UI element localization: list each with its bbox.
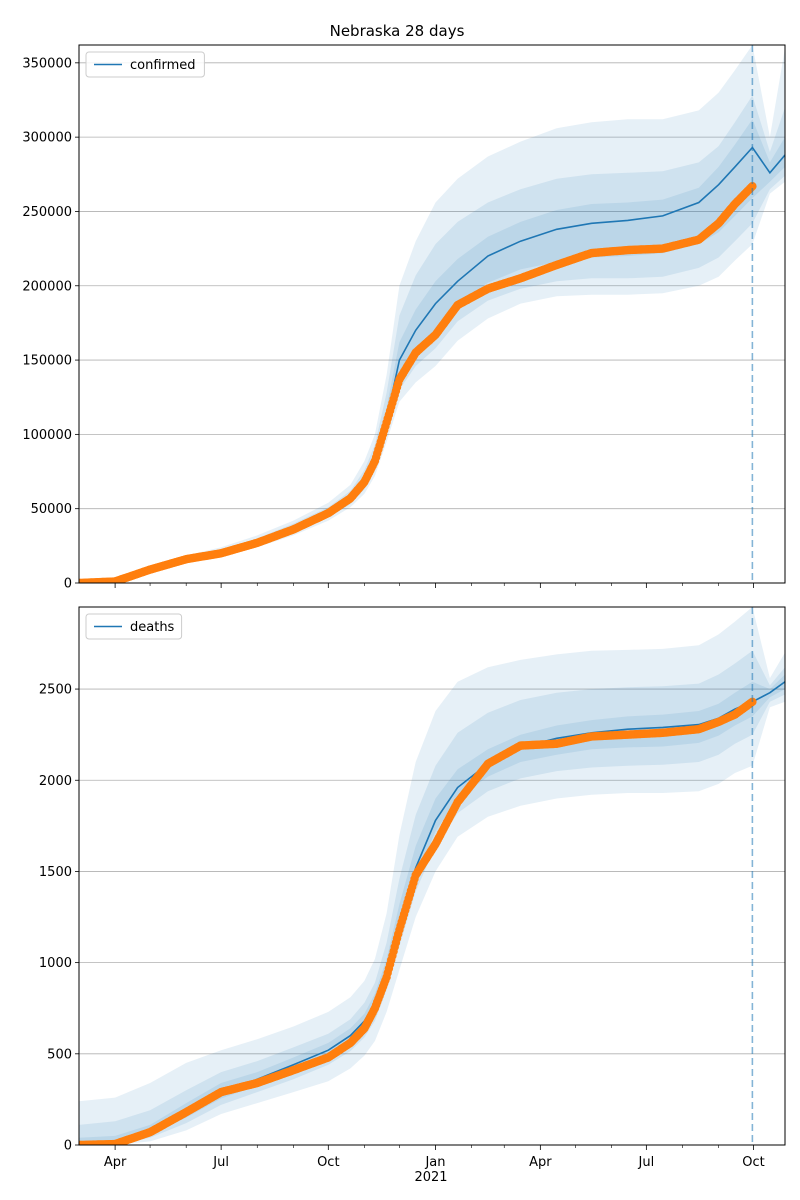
y-tick-label: 200000 bbox=[22, 279, 72, 294]
axes-frame bbox=[78, 44, 786, 584]
y-tick-label: 2000 bbox=[39, 774, 72, 789]
uncertainty-band-middle bbox=[79, 650, 785, 1145]
y-tick-label: 350000 bbox=[22, 56, 72, 71]
uncertainty-band-outer bbox=[79, 607, 785, 1145]
observed-points bbox=[79, 697, 757, 1145]
y-tick-label: 50000 bbox=[31, 502, 72, 517]
y-tick-label: 100000 bbox=[22, 428, 72, 443]
legend: confirmed bbox=[85, 51, 205, 78]
x-axis: Apr Jul Oct Jan Apr Jul Oct bbox=[104, 1155, 765, 1170]
legend-label: confirmed bbox=[130, 58, 196, 73]
y-tick-label: 1000 bbox=[39, 956, 72, 971]
deaths-panel: 0 500 1000 1500 2000 2500 deaths bbox=[39, 606, 786, 1154]
y-tick-label: 300000 bbox=[22, 131, 72, 146]
legend: deaths bbox=[85, 613, 183, 640]
y-tick-label: 500 bbox=[47, 1047, 72, 1062]
x-tick-label: Jan bbox=[424, 1155, 445, 1170]
uncertainty-band-outer bbox=[79, 45, 785, 583]
chart-title: Nebraska 28 days bbox=[330, 22, 465, 40]
observed-point bbox=[748, 182, 757, 191]
observed-points bbox=[79, 182, 757, 583]
axes-frame bbox=[78, 606, 786, 1146]
x-tick-label: Jul bbox=[638, 1155, 655, 1170]
y-tick-label: 250000 bbox=[22, 205, 72, 220]
y-tick-label: 150000 bbox=[22, 354, 72, 369]
x-tick-label: Apr bbox=[529, 1155, 552, 1170]
x-axis-year-label: 2021 bbox=[414, 1170, 447, 1185]
confirmed-panel: 0 50000 100000 150000 200000 250000 300000 3500… bbox=[22, 44, 786, 592]
y-tick-label: 0 bbox=[64, 577, 72, 592]
x-tick-label: Oct bbox=[317, 1155, 339, 1170]
y-tick-label: 1500 bbox=[39, 865, 72, 880]
uncertainty-band-inner bbox=[79, 119, 785, 583]
legend-label: deaths bbox=[130, 620, 175, 635]
y-tick-label: 0 bbox=[64, 1139, 72, 1154]
x-tick-label: Jul bbox=[212, 1155, 229, 1170]
x-tick-label: Apr bbox=[104, 1155, 127, 1170]
x-tick-label: Oct bbox=[742, 1155, 764, 1170]
y-tick-label: 2500 bbox=[39, 683, 72, 698]
